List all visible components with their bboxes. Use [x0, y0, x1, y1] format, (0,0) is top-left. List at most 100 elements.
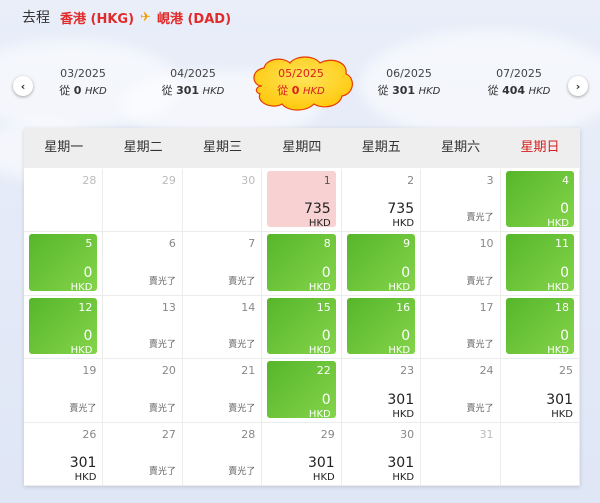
calendar-day-cell[interactable]: 1 735 HKD [262, 169, 342, 233]
day-currency: HKD [547, 218, 569, 230]
month-tab-2025-05[interactable]: 05/2025 從 0 HKD [246, 67, 356, 98]
sold-out-label: 賣光了 [466, 276, 494, 287]
day-number: 4 [561, 174, 569, 187]
day-fare-highlight [29, 297, 98, 355]
calendar-day-cell[interactable]: 18 0 HKD [500, 295, 580, 360]
day-number: 19 [82, 364, 97, 378]
day-fare-highlight [267, 297, 336, 355]
day-number: 1 [323, 174, 331, 187]
day-number: 26 [82, 427, 97, 441]
day-number: 25 [558, 364, 573, 378]
day-number: 16 [396, 300, 411, 314]
month-min-price: 0 [73, 84, 82, 97]
day-number: 5 [85, 237, 93, 251]
month-label: 07/2025 [496, 67, 542, 80]
sold-out-label: 賣光了 [228, 403, 256, 414]
month-tab-2025-03[interactable]: 03/2025 從 0 HKD [28, 67, 138, 98]
calendar-day-cell[interactable]: 22 0 HKD [262, 359, 342, 423]
day-number: 2 [407, 174, 415, 187]
day-currency: HKD [308, 345, 331, 357]
day-number: 13 [161, 300, 176, 314]
day-currency: HKD [388, 345, 411, 357]
day-price: 301 [546, 391, 573, 408]
day-number: 28 [82, 174, 97, 187]
day-fare-highlight [346, 234, 416, 291]
calendar-day-cell: 27 賣光了 [103, 422, 183, 486]
day-fare-highlight [505, 297, 574, 355]
day-number: 30 [241, 174, 256, 187]
calendar-day-cell[interactable]: 4 0 HKD [500, 169, 580, 233]
month-tab-2025-06[interactable]: 06/2025 從 301 HKD [354, 67, 464, 98]
calendar-day-cell[interactable]: 26 301 HKD [24, 422, 104, 486]
calendar-day-cell[interactable]: 25 301 HKD [500, 359, 580, 423]
day-currency: HKD [547, 345, 569, 357]
calendar-day-cell[interactable]: 29 301 HKD [262, 422, 342, 486]
sold-out-label: 賣光了 [148, 403, 176, 414]
day-price: 0 [321, 391, 331, 408]
calendar-day-cell[interactable]: 16 0 HKD [341, 295, 422, 360]
day-number: 3 [486, 174, 494, 187]
calendar-day-cell: 28 賣光了 [182, 422, 263, 486]
from-label: 從 [277, 84, 289, 97]
calendar-day-cell[interactable]: 15 0 HKD [262, 295, 342, 360]
day-price: 0 [560, 264, 569, 281]
calendar-day-cell: 31 [421, 422, 501, 486]
prev-month-button[interactable]: ‹ [13, 76, 33, 96]
day-fare-highlight [267, 234, 336, 291]
month-min-price: 0 [291, 84, 300, 97]
day-number: 30 [400, 427, 415, 441]
active-month-highlight [253, 56, 353, 111]
calendar-day-cell[interactable]: 5 0 HKD [24, 232, 104, 296]
month-label: 05/2025 [278, 67, 324, 80]
sold-out-label: 賣光了 [228, 466, 256, 477]
calendar-day-cell[interactable]: 2 735 HKD [341, 169, 422, 233]
sold-out-label: 賣光了 [466, 213, 494, 224]
sold-out-label: 賣光了 [466, 403, 494, 414]
day-number: 31 [479, 427, 494, 441]
from-label: 從 [59, 84, 71, 97]
fare-calendar: 星期一 星期二 星期三 星期四 星期五 星期六 星期日 28 29 30 1 735 HK… [24, 128, 580, 486]
calendar-day-cell[interactable]: 30 301 HKD [341, 422, 422, 486]
month-label: 06/2025 [386, 67, 432, 80]
month-tab-2025-04[interactable]: 04/2025 從 301 HKD [138, 67, 248, 98]
day-number: 17 [479, 300, 494, 314]
calendar-day-cell[interactable]: 23 301 HKD [341, 359, 422, 423]
calendar-day-cell[interactable]: 12 0 HKD [24, 295, 104, 360]
chevron-left-icon: ‹ [20, 79, 26, 93]
weekday-wed: 星期三 [202, 140, 242, 155]
sold-out-label: 賣光了 [466, 340, 494, 351]
day-number: 9 [403, 237, 411, 251]
calendar-day-cell: 3 賣光了 [421, 169, 501, 233]
day-currency: HKD [551, 408, 573, 420]
weekday-fri: 星期五 [361, 140, 401, 155]
calendar-day-cell: 28 [24, 169, 104, 233]
day-price: 0 [401, 328, 411, 345]
day-fare-highlight [267, 171, 336, 228]
day-number: 18 [554, 300, 569, 314]
weekday-sun: 星期日 [520, 140, 560, 155]
day-currency: HKD [308, 408, 331, 420]
day-currency: HKD [308, 281, 331, 293]
day-number: 23 [400, 364, 415, 378]
day-price: 735 [303, 201, 331, 218]
currency-label: HKD [84, 86, 107, 97]
sold-out-label: 賣光了 [148, 466, 176, 477]
day-price: 301 [307, 454, 335, 471]
day-number: 8 [323, 237, 331, 251]
day-number: 10 [479, 237, 494, 251]
day-number: 29 [320, 427, 335, 441]
from-label: 從 [161, 84, 173, 97]
sold-out-label: 賣光了 [148, 340, 176, 351]
next-month-button[interactable]: › [568, 76, 588, 96]
calendar-day-cell[interactable]: 9 0 HKD [341, 232, 422, 296]
day-number: 6 [168, 237, 176, 251]
day-price: 735 [387, 201, 415, 218]
day-fare-highlight [505, 171, 574, 228]
month-tab-2025-07[interactable]: 07/2025 從 404 HKD [464, 67, 574, 98]
calendar-day-cell[interactable]: 11 0 HKD [500, 232, 580, 296]
weekday-thu: 星期四 [282, 140, 322, 155]
calendar-day-cell[interactable]: 8 0 HKD [262, 232, 342, 296]
sold-out-label: 賣光了 [228, 276, 256, 287]
day-currency: HKD [70, 345, 93, 357]
calendar-day-cell: 19 賣光了 [24, 359, 104, 423]
